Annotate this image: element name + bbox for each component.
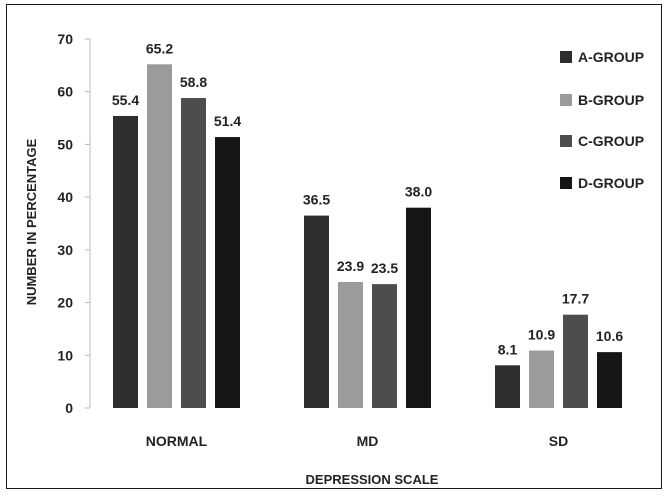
data-label: 10.9 [528, 327, 555, 343]
legend-label: C-GROUP [578, 133, 644, 149]
y-tick-label: 70 [57, 31, 73, 47]
legend-label: B-GROUP [578, 92, 644, 108]
bar-b-group-normal [147, 64, 172, 408]
bar-d-group-normal [215, 137, 240, 408]
data-label: 23.9 [337, 258, 364, 274]
bar-d-group-sd [597, 352, 622, 408]
y-tick-label: 10 [57, 347, 73, 363]
bar-a-group-sd [495, 365, 520, 408]
legend-swatch [560, 94, 572, 106]
legend-label: D-GROUP [578, 175, 644, 191]
data-label: 8.1 [498, 341, 518, 357]
x-category-label: SD [549, 433, 568, 449]
y-tick-label: 20 [57, 295, 73, 311]
data-label: 10.6 [596, 328, 623, 344]
bar-d-group-md [406, 207, 431, 408]
data-label: 17.7 [562, 291, 589, 307]
data-label: 51.4 [214, 113, 241, 129]
data-label: 55.4 [112, 92, 139, 108]
y-tick-label: 60 [57, 84, 73, 100]
bar-a-group-md [304, 215, 329, 408]
bar-a-group-normal [113, 115, 138, 408]
y-axis: 0 10 20 30 40 50 60 70 [57, 31, 91, 416]
data-label: 65.2 [146, 40, 173, 56]
data-label: 58.8 [180, 74, 207, 90]
y-tick-label: 30 [57, 242, 73, 258]
bar-b-group-sd [529, 350, 554, 408]
legend-swatch [560, 177, 572, 189]
legend-swatch [560, 135, 572, 147]
x-category-label: NORMAL [146, 433, 208, 449]
data-label: 38.0 [405, 184, 432, 200]
y-tick-label: 50 [57, 136, 73, 152]
legend: A-GROUP B-GROUP C-GROUP D-GROUP [560, 49, 644, 191]
y-tick-label: 40 [57, 189, 73, 205]
bar-c-group-md [372, 284, 397, 408]
data-label: 36.5 [303, 192, 330, 208]
x-axis-title: DEPRESSION SCALE [306, 472, 439, 487]
bar-b-group-md [338, 282, 363, 408]
y-axis-title: NUMBER IN PERCENTAGE [24, 138, 39, 305]
x-category-label: MD [357, 433, 379, 449]
bar-c-group-sd [563, 314, 588, 408]
data-labels: 55.4 65.2 58.8 51.4 36.5 23.9 23.5 38.0 8.1 10.9 1… [112, 40, 623, 357]
x-axis-categories: NORMAL MD SD [146, 433, 568, 449]
bars [113, 64, 622, 408]
bar-c-group-normal [181, 98, 206, 408]
data-label: 23.5 [371, 260, 398, 276]
y-tick-label: 0 [65, 400, 73, 416]
legend-label: A-GROUP [578, 49, 644, 65]
legend-swatch [560, 51, 572, 63]
